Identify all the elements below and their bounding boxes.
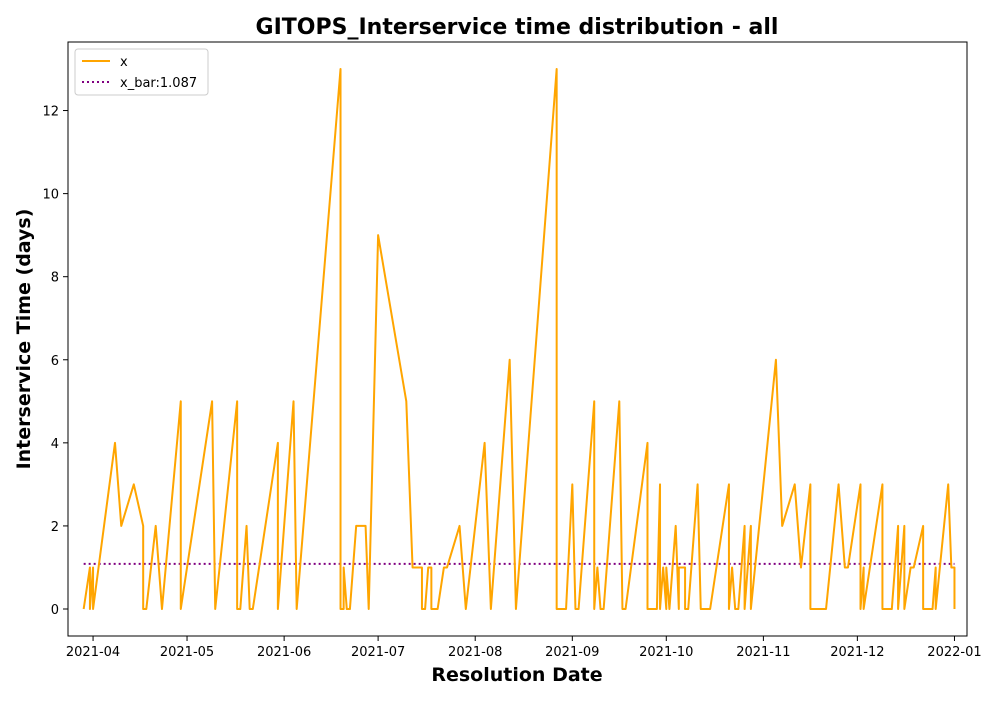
y-tick-label: 2 — [51, 520, 59, 535]
y-tick-label: 0 — [51, 603, 59, 618]
x-tick-label: 2021-10 — [639, 645, 693, 660]
legend-label-x: x — [120, 55, 128, 70]
x-tick-label: 2021-11 — [736, 645, 790, 660]
y-axis: 0 2 4 6 8 10 12 — [42, 105, 68, 618]
chart-title: GITOPS_Interservice time distribution - … — [256, 15, 779, 40]
legend-label-x-bar: x_bar:1.087 — [120, 76, 197, 91]
x-tick-label: 2022-01 — [927, 645, 981, 660]
series-line-x — [82, 68, 956, 610]
x-tick-label: 2021-09 — [545, 645, 599, 660]
plot-area — [82, 68, 956, 610]
x-axis: 2021-04 2021-05 2021-06 2021-07 2021-08 2021-… — [66, 636, 982, 660]
y-tick-label: 8 — [51, 271, 59, 286]
legend: x x_bar:1.087 — [74, 48, 209, 96]
x-tick-label: 2021-12 — [830, 645, 884, 660]
x-tick-label: 2021-04 — [66, 645, 120, 660]
y-axis-label: Interservice Time (days) — [13, 209, 35, 470]
y-tick-label: 10 — [42, 188, 59, 203]
x-tick-label: 2021-06 — [257, 645, 311, 660]
x-tick-label: 2021-07 — [351, 645, 405, 660]
plot-frame — [67, 41, 968, 637]
y-tick-label: 6 — [51, 354, 59, 369]
x-tick-label: 2021-08 — [448, 645, 502, 660]
y-tick-label: 4 — [51, 437, 59, 452]
y-tick-label: 12 — [42, 105, 59, 120]
x-tick-label: 2021-05 — [160, 645, 214, 660]
x-axis-label: Resolution Date — [431, 664, 602, 686]
